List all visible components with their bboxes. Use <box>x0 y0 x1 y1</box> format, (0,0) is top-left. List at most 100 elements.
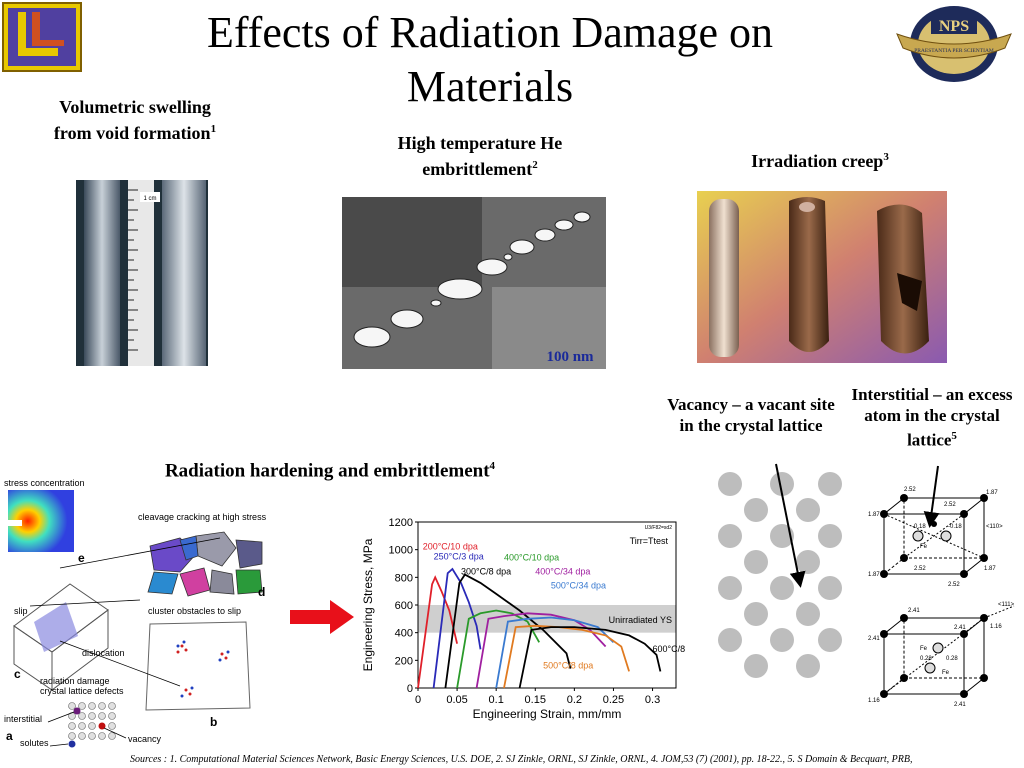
lat-top-9: 2.52 <box>914 566 926 572</box>
tem-photo: 100 nm <box>342 197 606 369</box>
lattice-atom <box>770 472 794 496</box>
vacancy-lattice <box>712 470 856 720</box>
band-label: Unirradiated YS <box>609 615 672 625</box>
lat-top-6: -0.18 <box>948 524 962 530</box>
swelling-scale: 1 cm <box>143 196 156 202</box>
lattice-atom <box>744 654 768 678</box>
lattice-atom <box>796 550 820 574</box>
lattice-atom <box>796 498 820 522</box>
y-tick-label: 600 <box>395 600 413 612</box>
schem-slip-label: slip <box>14 606 28 616</box>
y-tick-label: 800 <box>395 572 413 584</box>
schem-label-d: d <box>258 585 265 599</box>
x-tick-label: 0.1 <box>489 694 504 706</box>
corner-label: U3/F82=sd2 <box>645 525 673 531</box>
lattice-atom <box>744 550 768 574</box>
x-axis-label: Engineering Strain, mm/mm <box>473 707 622 721</box>
series-line <box>495 616 615 689</box>
lat-bot-7: 2.41 <box>868 636 880 642</box>
lat-top-0: 2.52 <box>904 487 916 493</box>
lattice-atom <box>744 498 768 522</box>
lat-bot-2: 1.16 <box>990 624 1002 630</box>
lat-bot-5: 0.28 <box>946 656 958 662</box>
caption-interstitial-ref: 5 <box>951 430 957 442</box>
x-tick-label: 0.3 <box>645 694 660 706</box>
lat-top-7: <110> <box>986 524 1003 530</box>
caption-arrows <box>760 460 960 590</box>
lattice-atom <box>818 472 842 496</box>
schem-label-c: c <box>14 667 21 681</box>
interstitial-lattice: 2.52 1.87 2.52 1.87 -0.18 Fe -0.18 <110>… <box>864 484 1020 724</box>
lattice-atom <box>718 576 742 600</box>
lat-bot-1: 2.41 <box>954 625 966 631</box>
lattice-atom <box>718 472 742 496</box>
lattice-atom <box>718 524 742 548</box>
lat-bot-8: 1.16 <box>868 698 880 704</box>
schem-label-a: a <box>6 729 13 743</box>
lattice-atom <box>770 524 794 548</box>
schem-vacancy-label: vacancy <box>128 734 162 744</box>
tirr-label: Tirr=Ttest <box>630 536 669 546</box>
lat-bot-6: Fe <box>942 670 950 676</box>
schem-cleavage-label: cleavage cracking at high stress <box>138 512 267 522</box>
series-label: 400°C/10 dpa <box>504 553 559 563</box>
lattice-atom <box>818 576 842 600</box>
lab-logo <box>2 2 82 72</box>
y-tick-label: 0 <box>407 683 413 695</box>
lattice-atom <box>770 628 794 652</box>
schem-label-e: e <box>78 551 85 565</box>
caption-swelling: Volumetric swelling from void formation1 <box>50 96 220 144</box>
y-tick-label: 1200 <box>389 517 413 529</box>
lat-top-2: 2.52 <box>944 502 956 508</box>
schem-dislocation-label: dislocation <box>82 648 125 658</box>
lattice-atom <box>796 654 820 678</box>
caption-vacancy: Vacancy – a vacant site in the crystal l… <box>667 395 835 435</box>
lat-top-10: 1.87 <box>984 566 996 572</box>
lat-top-1: 1.87 <box>986 490 998 496</box>
series-label: 300°C/8 dpa <box>461 567 511 577</box>
y-tick-label: 1000 <box>389 545 413 557</box>
y-tick-label: 400 <box>395 628 413 640</box>
lat-bot-0: 2.41 <box>908 608 920 614</box>
creep-photo <box>697 191 947 363</box>
lat-top-4: -0.18 <box>912 524 926 530</box>
series-label: 250°C/3 dpa <box>434 551 484 561</box>
lattice-atom <box>718 628 742 652</box>
series-line <box>432 567 482 689</box>
schem-cluster-label: cluster obstacles to slip <box>148 606 241 616</box>
caption-he-text: High temperature He embrittlement <box>397 133 563 179</box>
nps-text: NPS <box>939 18 969 35</box>
x-tick-label: 0.15 <box>525 694 546 706</box>
x-tick-label: 0.05 <box>446 694 467 706</box>
x-tick-label: 0.25 <box>603 694 624 706</box>
series-label: 200°C/10 dpa <box>423 542 478 552</box>
tem-scale: 100 nm <box>546 349 594 365</box>
red-arrow-icon <box>290 600 356 634</box>
lat-bot-9: 2.41 <box>954 702 966 708</box>
series-line <box>456 609 540 689</box>
lattice-atom <box>818 628 842 652</box>
lattice-atom <box>770 576 794 600</box>
hardening-schematic: stress concentration e cleavage cracking… <box>0 476 290 752</box>
lat-bot-3: Fe <box>920 646 928 652</box>
schem-solutes-label: solutes <box>20 738 49 748</box>
caption-creep-ref: 3 <box>883 151 889 163</box>
series-label: 600°C/8 dpa <box>653 644 688 654</box>
caption-he-ref: 2 <box>532 159 538 171</box>
caption-creep: Irradiation creep3 <box>700 146 940 172</box>
page-title: Effects of Radiation Damage on Materials <box>206 8 774 111</box>
caption-he: High temperature He embrittlement2 <box>360 132 600 180</box>
series-line <box>417 575 458 689</box>
swelling-photo: 1 cm <box>76 180 208 366</box>
x-tick-label: 0.2 <box>567 694 582 706</box>
series-label: 500°C/8 dpa <box>543 661 593 671</box>
schem-defects-label-1: radiation damage <box>40 676 110 686</box>
x-tick-label: 0 <box>415 694 421 706</box>
lat-top-11: 2.52 <box>948 582 960 588</box>
lat-top-5: Fe <box>920 544 928 550</box>
lattice-atom <box>744 602 768 626</box>
schem-stress-label: stress concentration <box>4 478 85 488</box>
lattice-atom <box>796 602 820 626</box>
caption-hardening-text: Radiation hardening and embrittlement <box>164 460 490 482</box>
lat-top-8: 1.87 <box>868 572 880 578</box>
